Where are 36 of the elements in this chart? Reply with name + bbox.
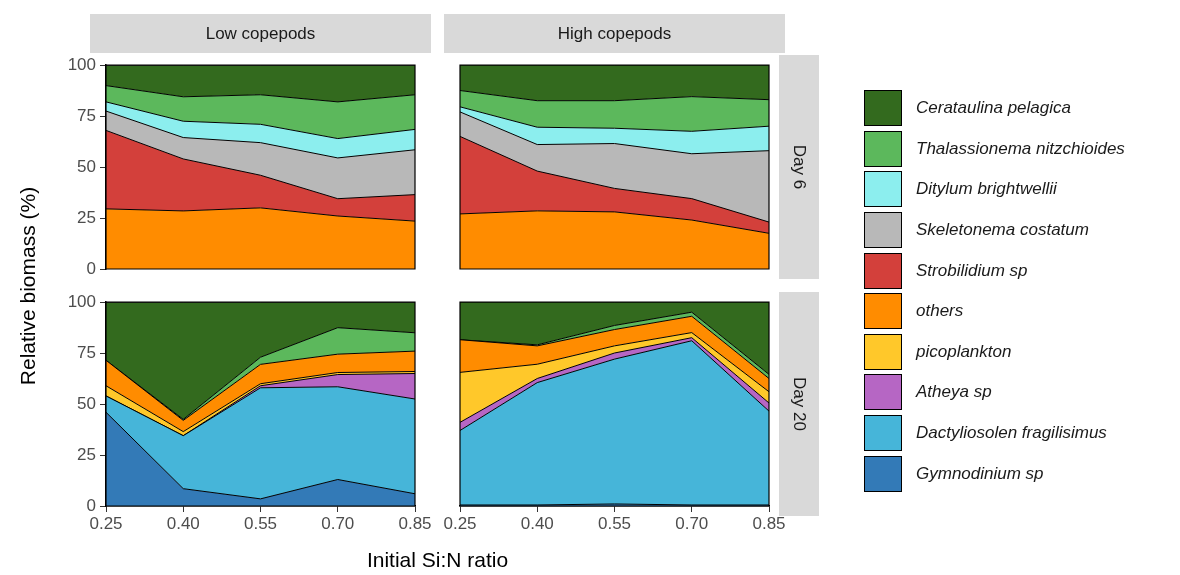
chart-title: Low copepods [90, 14, 431, 53]
y-tick-label: 75 [77, 105, 96, 125]
text: picoplankton [916, 341, 1012, 362]
x-axis-title: Initial Si:N ratio [366, 548, 509, 572]
text: Dactyliosolen fragilisimus [916, 423, 1107, 444]
y-tick-label: 25 [77, 207, 96, 227]
x-tick-label: 0.40 [166, 513, 200, 533]
y-tick-label: 100 [67, 54, 96, 74]
y-tick-label: 0 [86, 495, 96, 515]
x-tick-label: 0.70 [321, 513, 355, 533]
chart-title: High copepods [444, 14, 785, 53]
x-tick-label: 0.85 [752, 513, 786, 533]
x-tick-label: 0.55 [597, 513, 632, 533]
x-tick-label: 0.70 [675, 513, 709, 533]
y2-axis-title: Day 6 [789, 144, 810, 190]
y-axis-title: Relative biomass (%) [16, 186, 40, 385]
x-tick-label: 0.25 [89, 513, 123, 533]
legend-label: Ditylum brightwellii [916, 179, 1057, 200]
x-tick-label: 0.25 [443, 513, 477, 533]
y-tick-label: 0 [86, 258, 96, 278]
x-tick-label: 0.55 [243, 513, 278, 533]
y-tick-label: 100 [67, 291, 96, 311]
x-tick-label: 0.85 [398, 513, 432, 533]
y-tick-label: 50 [77, 156, 96, 176]
y-tick-label: 25 [77, 444, 96, 464]
legend-label: others [916, 301, 964, 322]
legend-label: Skeletonema costatum [916, 220, 1089, 241]
y-tick-label: 75 [77, 342, 96, 362]
legend-label: Thalassionema nitzchioides [916, 138, 1125, 159]
legend-label: Strobilidium sp [916, 260, 1028, 281]
x-tick-label: 0.40 [520, 513, 554, 533]
y2-axis-title: Day 20 [789, 377, 809, 431]
text: Atheya sp [916, 382, 992, 403]
text: Gymnodinium sp [916, 463, 1044, 484]
y-tick-label: 50 [77, 393, 96, 413]
legend-label: Cerataulina pelagica [916, 98, 1071, 119]
